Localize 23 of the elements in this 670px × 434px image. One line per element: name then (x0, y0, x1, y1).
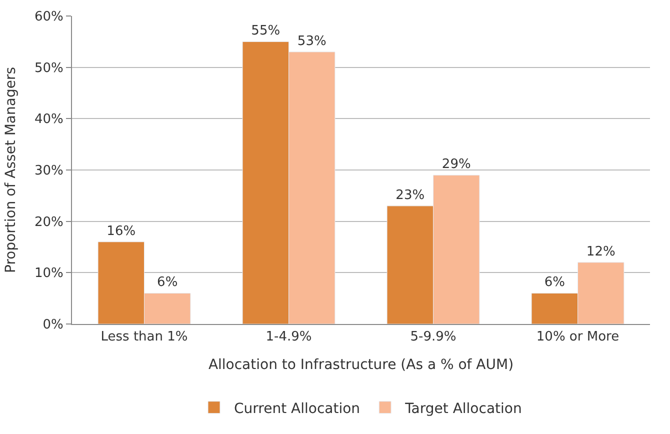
legend-label: Current Allocation (234, 400, 360, 417)
y-tick-label: 30% (34, 164, 64, 179)
data-label: 23% (396, 188, 425, 203)
y-axis-title: Proportion of Asset Managers (3, 66, 20, 274)
data-label: 53% (297, 34, 326, 49)
x-tick-label: 1-4.9% (266, 330, 312, 345)
data-label: 16% (106, 224, 136, 239)
y-tick-label: 10% (34, 266, 64, 282)
x-axis-title: Allocation to Infrastructure (As a % of AUM) (208, 356, 514, 373)
y-tick-label: 60% (34, 10, 64, 25)
data-label: 55% (251, 24, 280, 39)
y-tick-label: 0% (42, 318, 64, 333)
data-label: 12% (586, 244, 616, 260)
data-label: 6% (544, 275, 565, 290)
y-tick-label: 20% (34, 214, 64, 230)
data-label: 6% (157, 275, 178, 290)
y-tick-label: 50% (34, 60, 64, 76)
x-tick-label: Less than 1% (100, 330, 188, 345)
y-tick-label: 40% (34, 112, 64, 128)
data-label: 29% (442, 157, 471, 172)
legend-label: Target Allocation (404, 400, 522, 417)
x-tick-label: 5-9.9% (410, 330, 456, 345)
x-tick-label: 10% or More (536, 330, 620, 345)
